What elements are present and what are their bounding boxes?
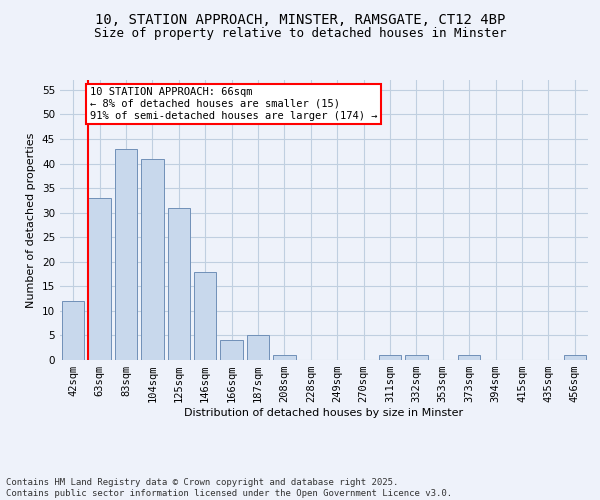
Text: 10, STATION APPROACH, MINSTER, RAMSGATE, CT12 4BP: 10, STATION APPROACH, MINSTER, RAMSGATE,… — [95, 12, 505, 26]
Bar — [62, 301, 85, 360]
Text: Size of property relative to detached houses in Minster: Size of property relative to detached ho… — [94, 28, 506, 40]
Bar — [167, 208, 190, 360]
Text: 10 STATION APPROACH: 66sqm
← 8% of detached houses are smaller (15)
91% of semi-: 10 STATION APPROACH: 66sqm ← 8% of detac… — [90, 88, 377, 120]
Bar — [194, 272, 217, 360]
X-axis label: Distribution of detached houses by size in Minster: Distribution of detached houses by size … — [184, 408, 464, 418]
Y-axis label: Number of detached properties: Number of detached properties — [26, 132, 37, 308]
Bar — [247, 336, 269, 360]
Bar — [273, 355, 296, 360]
Bar — [220, 340, 243, 360]
Bar — [405, 355, 428, 360]
Bar — [88, 198, 111, 360]
Bar — [115, 149, 137, 360]
Bar — [141, 158, 164, 360]
Bar — [379, 355, 401, 360]
Bar — [563, 355, 586, 360]
Text: Contains HM Land Registry data © Crown copyright and database right 2025.
Contai: Contains HM Land Registry data © Crown c… — [6, 478, 452, 498]
Bar — [458, 355, 481, 360]
